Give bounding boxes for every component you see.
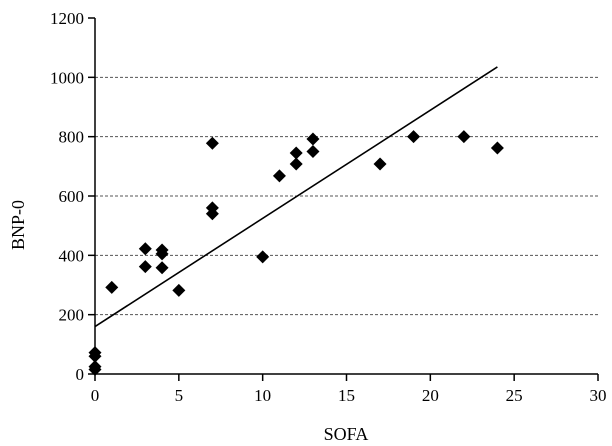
data-point bbox=[155, 261, 169, 275]
x-tick-label: 10 bbox=[254, 386, 271, 405]
grid-lines bbox=[95, 76, 598, 316]
data-point bbox=[289, 157, 303, 171]
data-point bbox=[138, 242, 152, 256]
y-tick-label: 800 bbox=[59, 128, 85, 147]
x-tick-label: 0 bbox=[91, 386, 100, 405]
data-point bbox=[205, 201, 219, 215]
y-tick-label: 1000 bbox=[50, 68, 84, 87]
data-points bbox=[88, 130, 504, 377]
trendline bbox=[94, 66, 498, 328]
y-axis-title: BNP-0 bbox=[8, 200, 28, 250]
data-point bbox=[256, 250, 270, 264]
data-point bbox=[457, 130, 471, 144]
data-point bbox=[306, 132, 320, 146]
data-point bbox=[88, 360, 102, 374]
y-axis-ticks: 0 200 400 600 800 1000 1200 bbox=[50, 9, 95, 384]
data-point bbox=[155, 243, 169, 257]
data-point bbox=[205, 136, 219, 150]
y-tick-label: 600 bbox=[59, 187, 85, 206]
data-point bbox=[306, 145, 320, 158]
y-tick-label: 1200 bbox=[50, 9, 84, 28]
x-tick-label: 15 bbox=[338, 386, 355, 405]
x-tick-label: 20 bbox=[422, 386, 439, 405]
trendline-group bbox=[94, 66, 498, 328]
data-point bbox=[490, 141, 504, 155]
x-tick-label: 5 bbox=[175, 386, 184, 405]
data-point bbox=[172, 283, 186, 297]
x-axis-ticks: 0 5 10 15 20 25 30 bbox=[91, 374, 607, 405]
y-tick-label: 0 bbox=[76, 365, 85, 384]
x-tick-label: 25 bbox=[506, 386, 523, 405]
data-point bbox=[88, 346, 102, 360]
data-point bbox=[138, 260, 152, 274]
data-point bbox=[105, 280, 119, 294]
data-point bbox=[272, 169, 286, 183]
data-point bbox=[289, 146, 303, 160]
data-point bbox=[373, 157, 387, 171]
x-axis-title: SOFA bbox=[324, 424, 369, 444]
data-point bbox=[407, 130, 421, 144]
y-tick-label: 400 bbox=[59, 246, 85, 265]
y-tick-label: 200 bbox=[59, 306, 85, 325]
x-tick-label: 30 bbox=[590, 386, 607, 405]
